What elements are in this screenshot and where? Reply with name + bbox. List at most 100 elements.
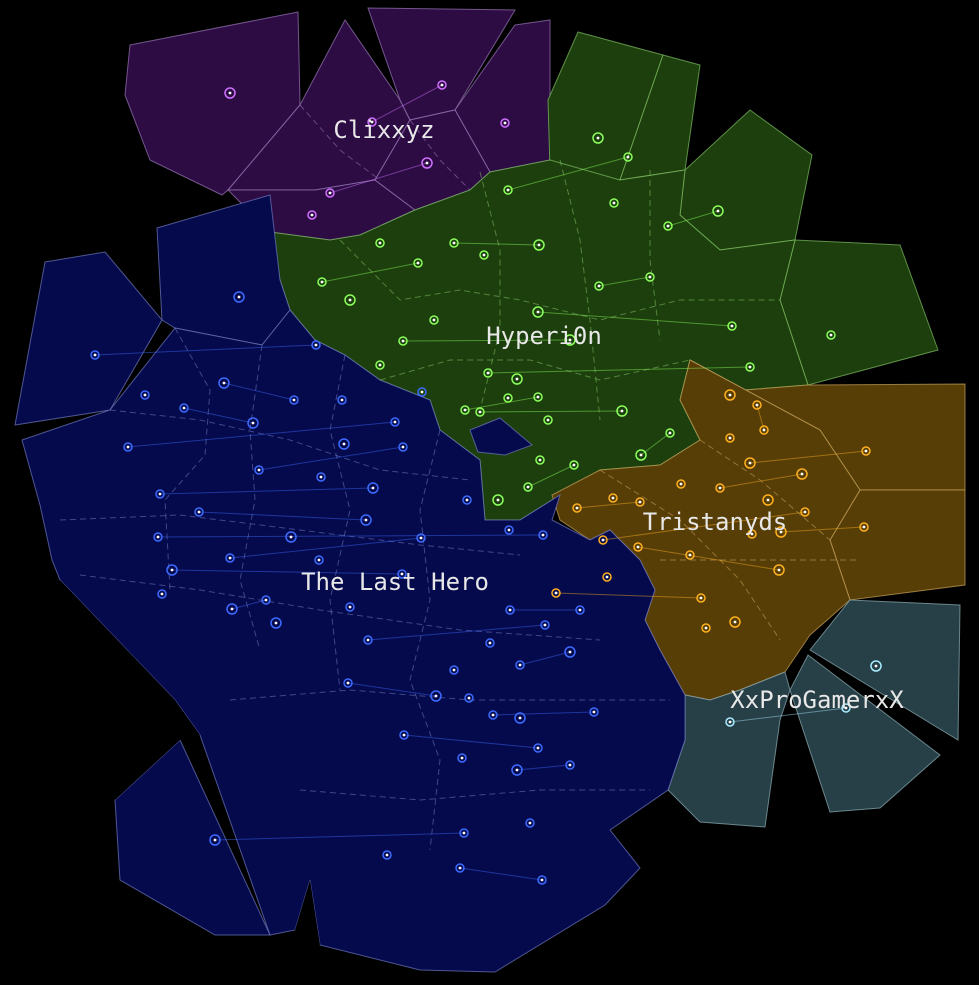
territory-lasthero[interactable] bbox=[21, 309, 686, 973]
planet-hyperion[interactable] bbox=[592, 132, 604, 144]
planet-lasthero[interactable] bbox=[233, 291, 245, 303]
planet-hyperion[interactable] bbox=[665, 428, 675, 438]
planet-tristanyds[interactable] bbox=[861, 446, 871, 456]
planet-lasthero[interactable] bbox=[390, 417, 400, 427]
planet-lasthero[interactable] bbox=[537, 875, 547, 885]
planet-hyperion[interactable] bbox=[503, 393, 513, 403]
planet-tristanyds[interactable] bbox=[800, 507, 810, 517]
planet-tristanyds[interactable] bbox=[752, 400, 762, 410]
planet-tristanyds[interactable] bbox=[715, 483, 725, 493]
planet-lasthero[interactable] bbox=[338, 438, 350, 450]
planet-lasthero[interactable] bbox=[416, 533, 426, 543]
planet-hyperion[interactable] bbox=[492, 494, 504, 506]
planet-lasthero[interactable] bbox=[565, 760, 575, 770]
planet-lasthero[interactable] bbox=[316, 472, 326, 482]
planet-clixxyz[interactable] bbox=[224, 87, 236, 99]
planet-xxprogamerxx[interactable] bbox=[841, 703, 851, 713]
planet-lasthero[interactable] bbox=[540, 620, 550, 630]
planet-hyperion[interactable] bbox=[609, 198, 619, 208]
planet-hyperion[interactable] bbox=[826, 330, 836, 340]
planet-hyperion[interactable] bbox=[727, 321, 737, 331]
planet-lasthero[interactable] bbox=[511, 764, 523, 776]
planet-hyperion[interactable] bbox=[532, 306, 544, 318]
planet-tristanyds[interactable] bbox=[608, 493, 618, 503]
planet-tristanyds[interactable] bbox=[676, 479, 686, 489]
planet-tristanyds[interactable] bbox=[729, 616, 741, 628]
planet-hyperion[interactable] bbox=[475, 407, 485, 417]
planet-hyperion[interactable] bbox=[483, 368, 493, 378]
planet-hyperion[interactable] bbox=[533, 239, 545, 251]
planet-hyperion[interactable] bbox=[645, 272, 655, 282]
planet-clixxyz[interactable] bbox=[500, 118, 510, 128]
territory-hyperion[interactable] bbox=[679, 109, 813, 251]
planet-clixxyz[interactable] bbox=[421, 157, 433, 169]
planet-lasthero[interactable] bbox=[194, 507, 204, 517]
planet-lasthero[interactable] bbox=[314, 555, 324, 565]
planet-lasthero[interactable] bbox=[514, 712, 526, 724]
territory-lasthero[interactable] bbox=[114, 739, 271, 936]
planet-lasthero[interactable] bbox=[226, 603, 238, 615]
planet-tristanyds[interactable] bbox=[598, 535, 608, 545]
planet-hyperion[interactable] bbox=[503, 185, 513, 195]
planet-lasthero[interactable] bbox=[343, 678, 353, 688]
planet-hyperion[interactable] bbox=[460, 405, 470, 415]
planet-lasthero[interactable] bbox=[455, 863, 465, 873]
planet-xxprogamerxx[interactable] bbox=[725, 717, 735, 727]
planet-lasthero[interactable] bbox=[462, 495, 472, 505]
planet-tristanyds[interactable] bbox=[725, 433, 735, 443]
planet-hyperion[interactable] bbox=[479, 250, 489, 260]
planet-lasthero[interactable] bbox=[397, 569, 407, 579]
planet-hyperion[interactable] bbox=[663, 221, 673, 231]
planet-lasthero[interactable] bbox=[360, 514, 372, 526]
planet-lasthero[interactable] bbox=[382, 850, 392, 860]
planet-tristanyds[interactable] bbox=[773, 564, 785, 576]
planet-lasthero[interactable] bbox=[457, 753, 467, 763]
planet-clixxyz[interactable] bbox=[325, 188, 335, 198]
planet-hyperion[interactable] bbox=[616, 405, 628, 417]
planet-hyperion[interactable] bbox=[523, 482, 533, 492]
planet-lasthero[interactable] bbox=[363, 635, 373, 645]
planet-lasthero[interactable] bbox=[505, 605, 515, 615]
planet-lasthero[interactable] bbox=[398, 442, 408, 452]
planet-lasthero[interactable] bbox=[209, 834, 221, 846]
planet-hyperion[interactable] bbox=[375, 238, 385, 248]
planet-hyperion[interactable] bbox=[511, 373, 523, 385]
planet-clixxyz[interactable] bbox=[437, 80, 447, 90]
planet-tristanyds[interactable] bbox=[635, 497, 645, 507]
planet-clixxyz[interactable] bbox=[307, 210, 317, 220]
planet-lasthero[interactable] bbox=[166, 564, 178, 576]
planet-hyperion[interactable] bbox=[635, 449, 647, 461]
planet-lasthero[interactable] bbox=[488, 710, 498, 720]
planet-lasthero[interactable] bbox=[270, 617, 282, 629]
territory-hyperion[interactable] bbox=[779, 239, 939, 386]
planet-lasthero[interactable] bbox=[538, 530, 548, 540]
planet-lasthero[interactable] bbox=[515, 660, 525, 670]
planet-lasthero[interactable] bbox=[367, 482, 379, 494]
planet-lasthero[interactable] bbox=[485, 638, 495, 648]
planet-lasthero[interactable] bbox=[140, 390, 150, 400]
planet-lasthero[interactable] bbox=[589, 707, 599, 717]
planet-tristanyds[interactable] bbox=[744, 457, 756, 469]
planet-lasthero[interactable] bbox=[254, 465, 264, 475]
planet-lasthero[interactable] bbox=[564, 646, 576, 658]
planet-tristanyds[interactable] bbox=[859, 522, 869, 532]
territory-clixxyz[interactable] bbox=[124, 11, 301, 196]
planet-lasthero[interactable] bbox=[337, 395, 347, 405]
planet-lasthero[interactable] bbox=[225, 553, 235, 563]
planet-tristanyds[interactable] bbox=[551, 588, 561, 598]
planet-tristanyds[interactable] bbox=[759, 425, 769, 435]
planet-hyperion[interactable] bbox=[375, 360, 385, 370]
territory-xxprogamerxx[interactable] bbox=[789, 654, 941, 813]
planet-lasthero[interactable] bbox=[261, 595, 271, 605]
planet-hyperion[interactable] bbox=[533, 392, 543, 402]
planet-tristanyds[interactable] bbox=[775, 526, 787, 538]
planet-hyperion[interactable] bbox=[344, 294, 356, 306]
planet-clixxyz[interactable] bbox=[367, 117, 377, 127]
planet-hyperion[interactable] bbox=[712, 205, 724, 217]
territory-lasthero[interactable] bbox=[14, 251, 163, 426]
planet-lasthero[interactable] bbox=[533, 743, 543, 753]
planet-tristanyds[interactable] bbox=[796, 468, 808, 480]
planet-lasthero[interactable] bbox=[155, 489, 165, 499]
planet-lasthero[interactable] bbox=[90, 350, 100, 360]
